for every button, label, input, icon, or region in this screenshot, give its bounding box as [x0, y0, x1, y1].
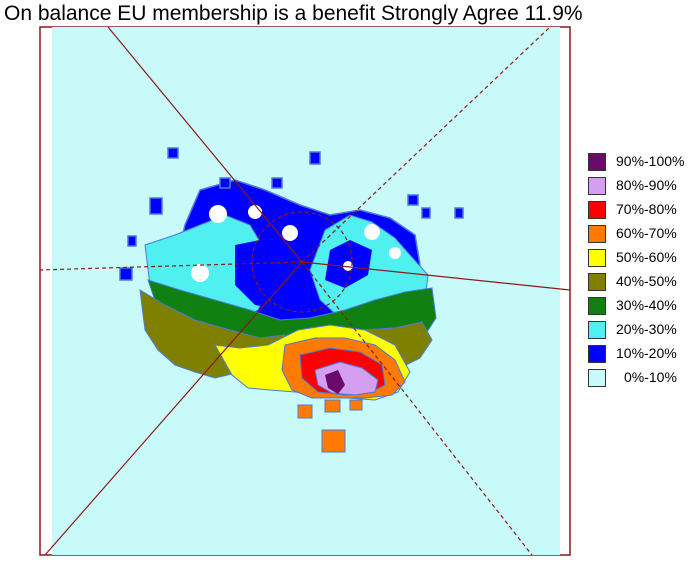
legend-label: 30%-40% [616, 297, 677, 313]
legend-label: 10%-20% [616, 345, 677, 361]
legend-label: 20%-30% [616, 321, 677, 337]
legend-label: 90%-100% [616, 153, 685, 169]
legend-label: 80%-90% [616, 177, 677, 193]
legend-label: 50%-60% [616, 249, 677, 265]
legend-swatch [588, 249, 606, 267]
legend-swatch [588, 297, 606, 315]
legend-swatch [588, 321, 606, 339]
legend-swatch [588, 345, 606, 363]
legend-label: 0%-10% [624, 369, 677, 385]
legend-label: 40%-50% [616, 273, 677, 289]
legend-swatch [588, 225, 606, 243]
legend-swatch [588, 369, 606, 387]
legend-swatch [588, 201, 606, 219]
axis-lines [39, 26, 571, 556]
legend-swatch [588, 153, 606, 171]
legend-swatch [588, 273, 606, 291]
legend-label: 70%-80% [616, 201, 677, 217]
white-holes [191, 205, 401, 282]
page-title: On balance EU membership is a benefit St… [4, 2, 583, 25]
legend-swatch [588, 177, 606, 195]
density-band-90-100 [325, 370, 345, 394]
legend-label: 60%-70% [616, 225, 677, 241]
